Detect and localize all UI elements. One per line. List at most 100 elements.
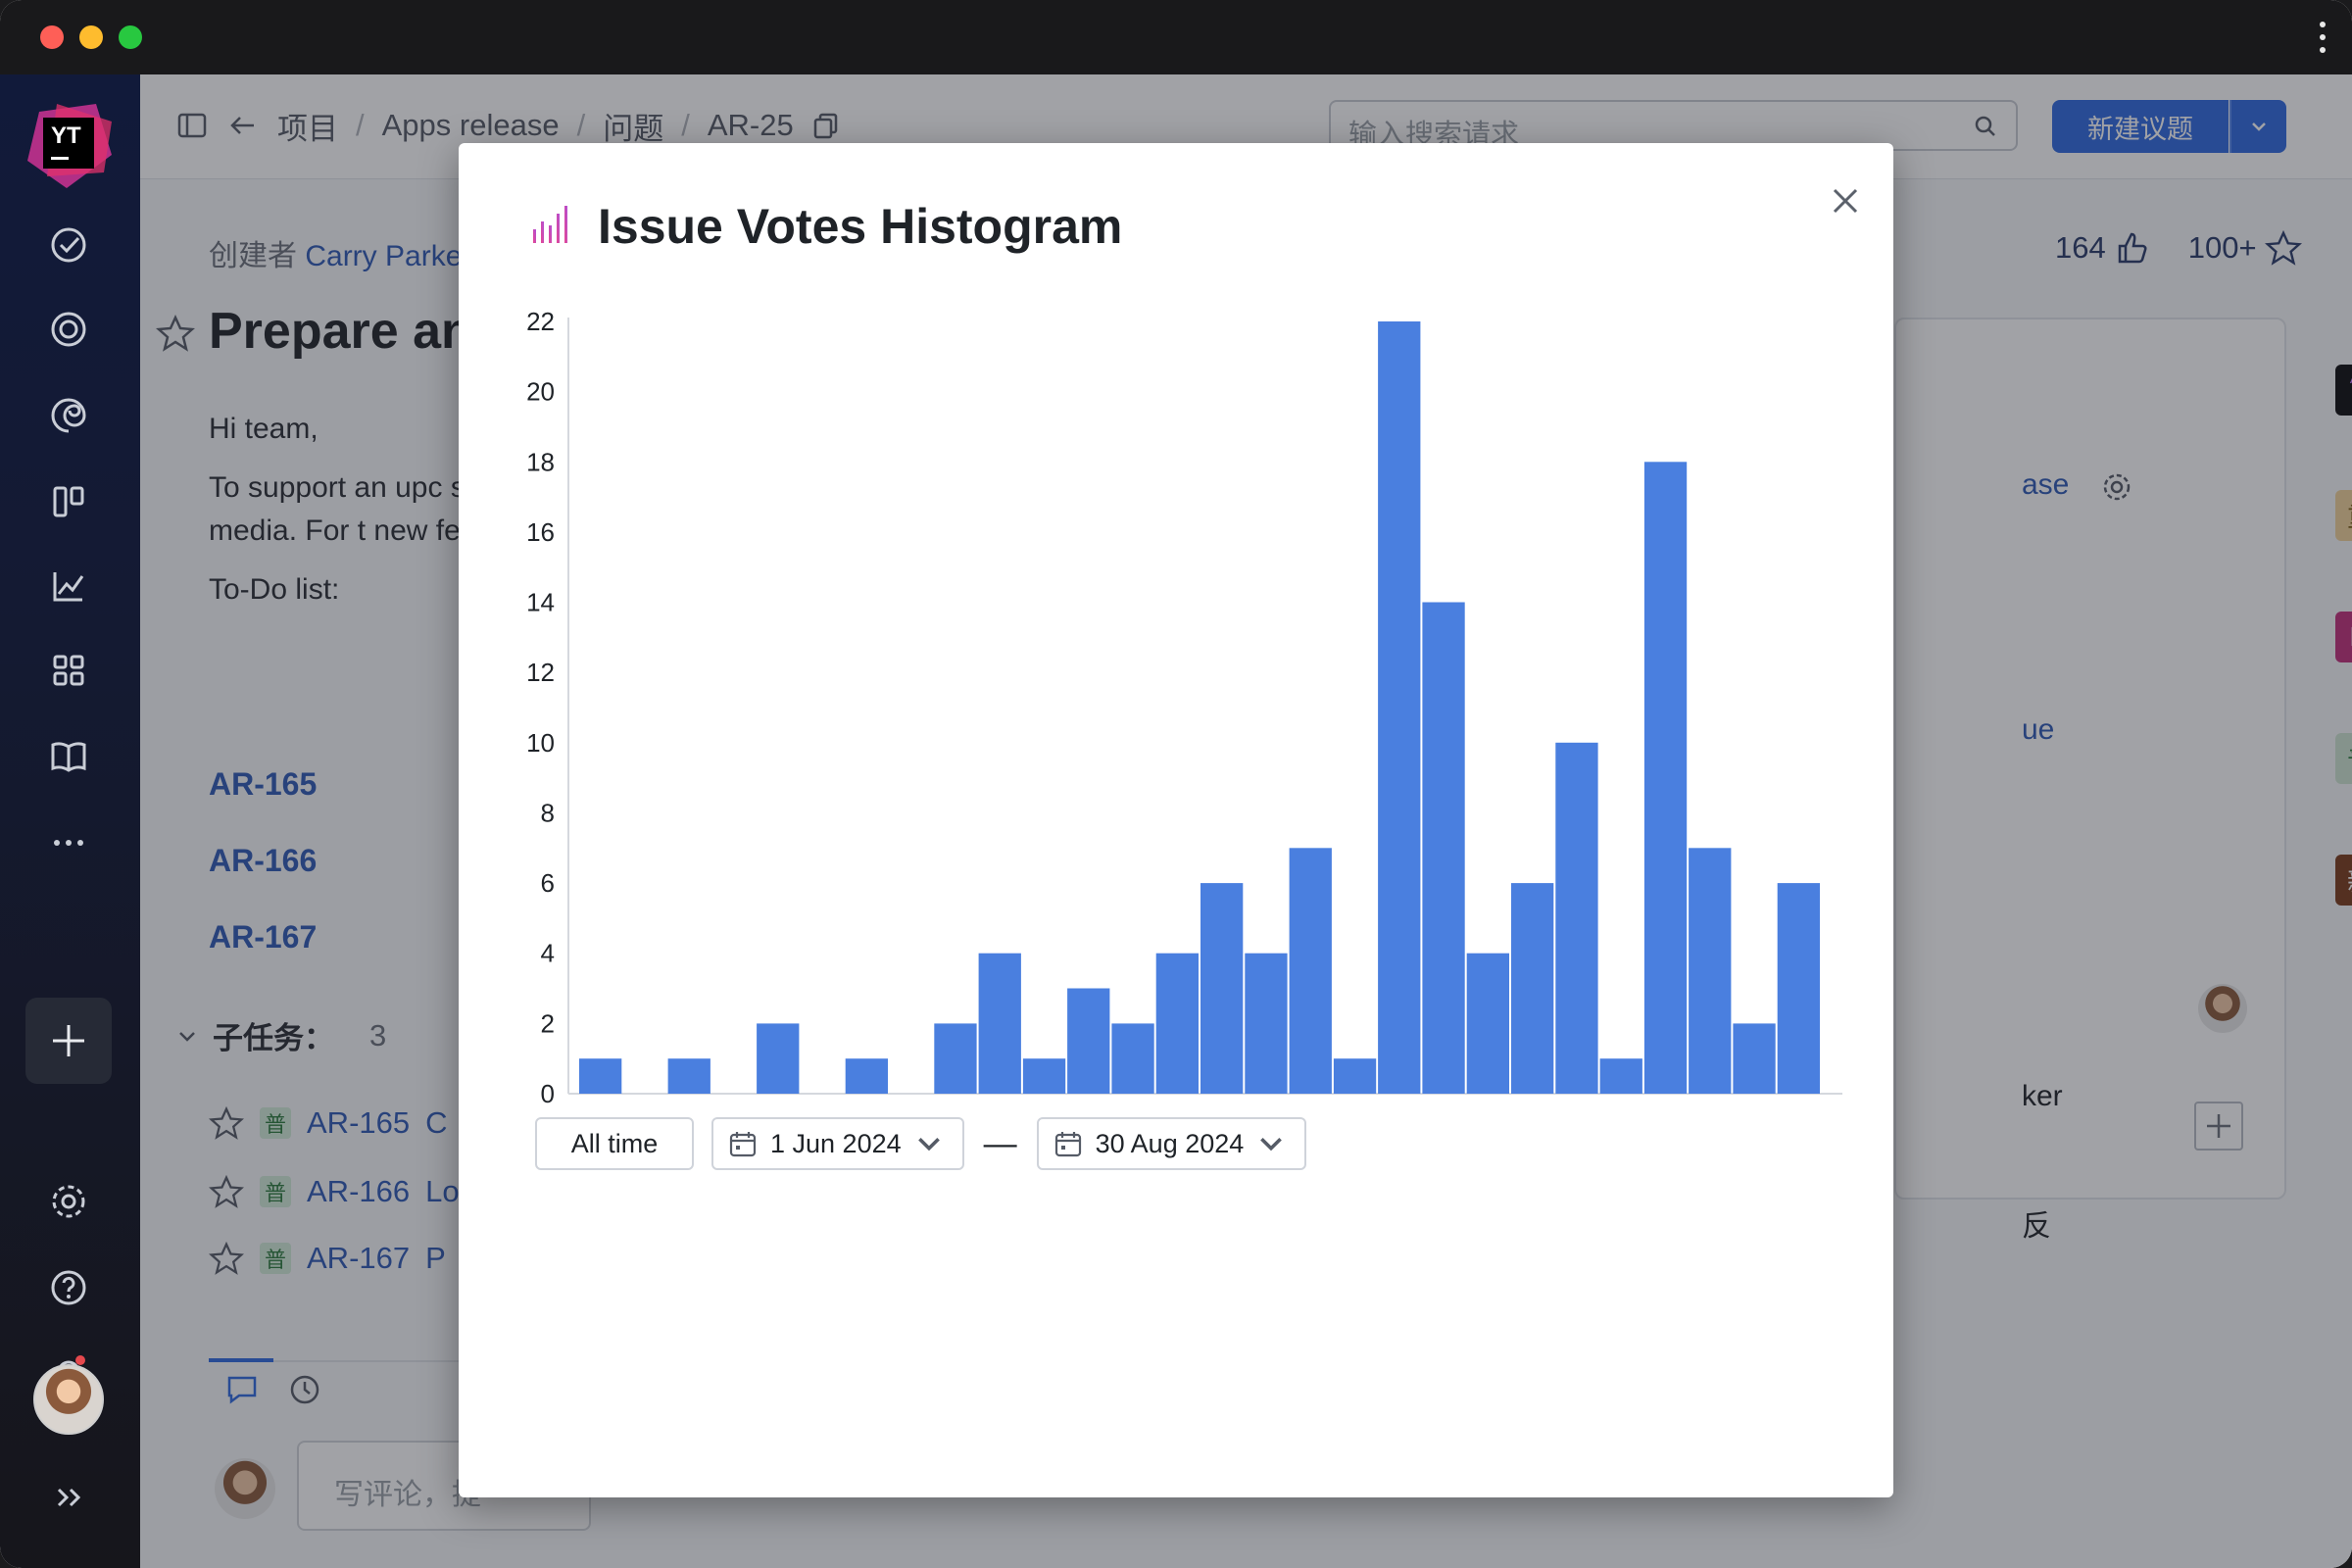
breadcrumb-projects[interactable]: 项目	[277, 111, 338, 146]
state-badge: 普	[2335, 733, 2352, 784]
field-project-value[interactable]: ase	[2022, 468, 2070, 501]
histogram-bar[interactable]	[1289, 848, 1332, 1094]
histogram-bar[interactable]	[978, 953, 1021, 1094]
breadcrumb-issue-id[interactable]: AR-25	[707, 108, 794, 142]
description-line: Hi team,	[209, 413, 318, 445]
more-icon[interactable]	[41, 815, 96, 870]
star-icon[interactable]	[209, 1174, 244, 1209]
histogram-bar[interactable]	[1689, 848, 1732, 1094]
todo-link[interactable]: AR-165	[209, 766, 318, 802]
breadcrumb: 项目 / Apps release / 问题 / AR-25	[175, 104, 841, 147]
star-icon[interactable]	[209, 1241, 244, 1276]
todo-link[interactable]: AR-166	[209, 843, 318, 878]
breadcrumb-project[interactable]: Apps release	[381, 108, 560, 142]
breadcrumb-issues[interactable]: 问题	[603, 111, 664, 146]
avatar[interactable]	[33, 1364, 104, 1435]
close-window-button[interactable]	[40, 25, 64, 49]
plus-icon[interactable]	[25, 998, 112, 1084]
y-tick-label: 20	[526, 377, 555, 407]
spiral-icon[interactable]	[41, 388, 96, 443]
histogram-bar[interactable]	[1777, 883, 1820, 1094]
histogram-bar[interactable]	[1333, 1058, 1377, 1094]
comment-icon[interactable]	[224, 1372, 260, 1407]
subtask-title[interactable]: C	[425, 1105, 448, 1140]
histogram-bar[interactable]	[757, 1023, 800, 1094]
subtask-id[interactable]: AR-167	[307, 1241, 411, 1275]
minimize-window-button[interactable]	[79, 25, 103, 49]
histogram-bar[interactable]	[1555, 742, 1598, 1094]
zoom-window-button[interactable]	[119, 25, 142, 49]
description-line: To-Do list:	[209, 573, 340, 606]
board-icon[interactable]	[41, 474, 96, 529]
search-input[interactable]: 输入搜索请求	[1329, 100, 2018, 151]
histogram-bar[interactable]	[1022, 1058, 1066, 1094]
histogram-bar[interactable]	[1466, 953, 1509, 1094]
histogram-bar[interactable]	[1155, 953, 1199, 1094]
histogram-bar[interactable]	[934, 1023, 977, 1094]
subtasks-count: 3	[369, 1017, 387, 1053]
creator-name[interactable]: Carry Parke	[305, 240, 463, 272]
histogram-bar[interactable]	[1422, 602, 1465, 1095]
subtasks-label: 子任务：	[213, 1021, 334, 1055]
new-issue-dropdown-button[interactable]	[2230, 100, 2286, 153]
histogram-bar[interactable]	[1245, 953, 1288, 1094]
back-arrow-icon[interactable]	[226, 109, 260, 142]
subtask-id[interactable]: AR-166	[307, 1174, 411, 1208]
title-bar	[0, 0, 2352, 74]
todo-link[interactable]: AR-167	[209, 919, 318, 955]
histogram-icon	[533, 206, 567, 243]
histogram-bar[interactable]	[579, 1058, 622, 1094]
stars-button[interactable]: 100+	[2188, 229, 2302, 267]
breadcrumb-separator: /	[681, 108, 690, 142]
histogram-bar[interactable]	[1643, 462, 1688, 1094]
help-icon[interactable]	[41, 1260, 96, 1315]
check-circle-icon[interactable]	[41, 218, 96, 272]
window-menu-icon[interactable]	[2319, 22, 2327, 55]
star-icon[interactable]	[156, 314, 195, 353]
star-icon[interactable]	[209, 1105, 244, 1141]
histogram-bar[interactable]	[845, 1058, 888, 1094]
histogram-bar[interactable]	[1511, 883, 1554, 1094]
subtask-row[interactable]: 普 AR-166 Lo	[209, 1170, 460, 1213]
subtask-row[interactable]: 普 AR-165 C	[209, 1102, 448, 1145]
apps-grid-icon[interactable]	[41, 643, 96, 698]
gear-icon[interactable]	[2100, 470, 2133, 504]
histogram-bar[interactable]	[1378, 321, 1421, 1094]
close-icon[interactable]	[1825, 180, 1866, 221]
histogram-bar[interactable]	[667, 1058, 710, 1094]
histogram-bar[interactable]	[1067, 988, 1110, 1095]
histogram-bar[interactable]	[1200, 883, 1244, 1094]
all-time-button[interactable]: All time	[535, 1117, 694, 1170]
copy-icon[interactable]	[811, 111, 841, 140]
histogram-bar[interactable]	[1599, 1058, 1642, 1094]
date-from-picker[interactable]: 1 Jun 2024	[711, 1117, 964, 1170]
histogram-bar[interactable]	[1111, 1023, 1154, 1094]
chart-line-icon[interactable]	[41, 559, 96, 613]
calendar-icon	[729, 1132, 757, 1157]
history-icon[interactable]	[287, 1372, 322, 1407]
expand-icon[interactable]	[41, 1470, 96, 1525]
youtrack-logo[interactable]: YT	[27, 104, 112, 188]
date-to-picker[interactable]: 30 Aug 2024	[1036, 1117, 1307, 1170]
sidebar-toggle-icon[interactable]	[175, 109, 209, 142]
lifebuoy-icon[interactable]	[41, 302, 96, 357]
histogram-bar[interactable]	[1733, 1023, 1776, 1094]
subtask-title[interactable]: P	[425, 1241, 446, 1275]
votes-button[interactable]: 164	[2055, 230, 2149, 266]
gear-icon[interactable]	[41, 1174, 96, 1229]
chevron-down-icon[interactable]	[175, 1024, 199, 1048]
search-icon[interactable]	[1973, 114, 1998, 139]
subtask-row[interactable]: 普 AR-167 P	[209, 1237, 446, 1280]
field-value[interactable]: 反	[2022, 1210, 2051, 1243]
new-issue-button[interactable]: 新建议题	[2052, 100, 2229, 153]
book-icon[interactable]	[41, 729, 96, 784]
add-field-button[interactable]	[2194, 1102, 2243, 1151]
field-assignee-value[interactable]: ker	[2022, 1080, 2063, 1112]
subtask-title[interactable]: Lo	[425, 1174, 460, 1208]
sidebar: YT	[0, 74, 140, 1568]
y-tick-label: 18	[526, 447, 555, 476]
field-value[interactable]: ue	[2022, 713, 2055, 746]
subtask-id[interactable]: AR-165	[307, 1105, 411, 1140]
subtasks-header[interactable]: 子任务： 3	[175, 1013, 386, 1057]
